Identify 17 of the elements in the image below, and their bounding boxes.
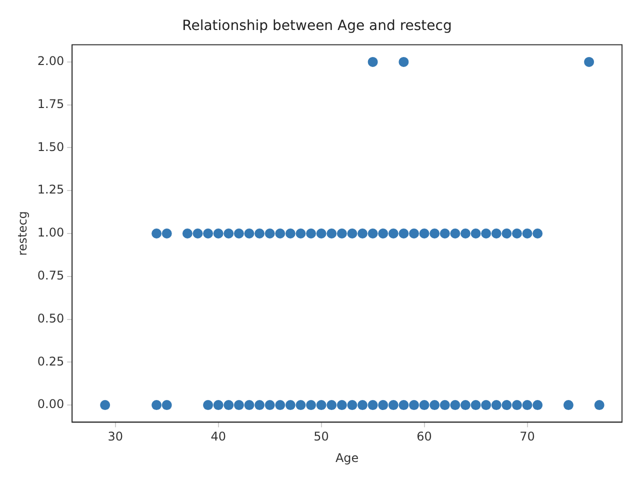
y-tick-label: 0.50 (37, 311, 64, 326)
y-tick-label: 1.00 (37, 226, 64, 240)
y-tick-label: 1.25 (37, 182, 64, 197)
y-tick-label: 2.00 (37, 54, 64, 68)
y-axis-title: restecg (15, 211, 30, 256)
x-tick-label: 40 (210, 430, 226, 444)
y-tick-label: 1.50 (37, 140, 64, 154)
x-tick-label: 70 (520, 430, 535, 444)
y-tick-label: 0.00 (37, 397, 64, 412)
x-tick-label: 50 (314, 430, 329, 444)
x-tick-label: 60 (416, 430, 432, 444)
y-tick-label: 0.25 (37, 354, 64, 368)
chart-title: Relationship between Age and restecg (182, 18, 452, 34)
x-axis-title: Age (335, 450, 359, 465)
x-tick-label: 30 (108, 430, 124, 444)
y-tick-label: 0.75 (37, 268, 64, 283)
y-tick-label: 1.75 (37, 96, 64, 111)
